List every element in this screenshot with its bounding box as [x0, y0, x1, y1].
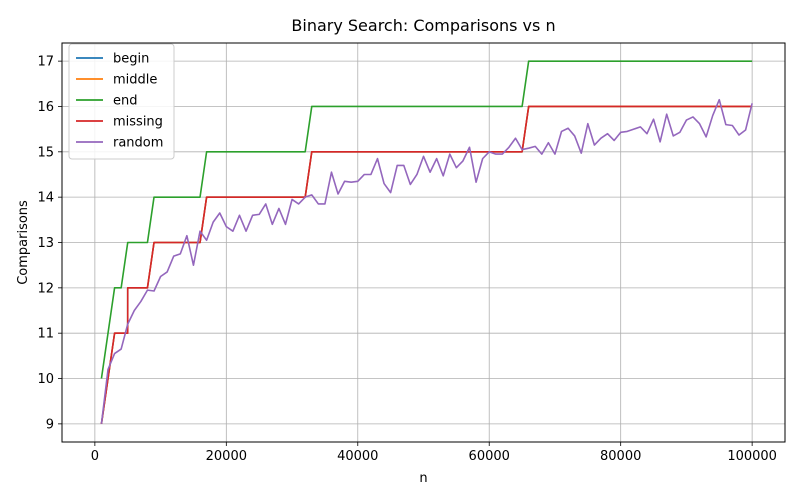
x-axis-label: n: [419, 471, 427, 486]
y-axis-label: Comparisons: [16, 200, 31, 285]
y-tick-label: 11: [37, 327, 54, 342]
y-tick-label: 14: [37, 191, 54, 206]
series-line-end: [100, 60, 753, 379]
x-tick-label: 60000: [469, 449, 510, 464]
legend-label-random: random: [113, 136, 163, 151]
y-tick-label: 12: [37, 281, 54, 296]
legend: begin middle end missing random: [68, 43, 175, 160]
series-line-random: [100, 98, 753, 424]
x-tick-label: 100000: [727, 449, 777, 464]
y-tick-label: 16: [37, 100, 54, 115]
series-line-missing: [100, 105, 753, 424]
x-axis: 0 20000 40000 60000 80000 100000: [91, 442, 777, 464]
legend-label-begin: begin: [113, 52, 149, 67]
y-axis: 9 10 11 12 13 14 15 16 17: [37, 55, 62, 432]
y-tick-label: 15: [37, 145, 54, 160]
y-tick-label: 10: [37, 372, 54, 387]
x-tick-label: 40000: [337, 449, 378, 464]
legend-label-end: end: [113, 94, 138, 109]
y-tick-label: 9: [46, 417, 54, 432]
x-tick-label: 20000: [206, 449, 247, 464]
x-tick-label: 80000: [600, 449, 641, 464]
y-tick-label: 13: [37, 236, 54, 251]
x-tick-label: 0: [91, 449, 99, 464]
series-layer: [100, 60, 753, 424]
y-tick-label: 17: [37, 55, 54, 70]
legend-label-missing: missing: [113, 115, 163, 130]
legend-box: [68, 43, 175, 160]
chart-title: Binary Search: Comparisons vs n: [291, 16, 555, 35]
legend-label-middle: middle: [113, 73, 157, 88]
